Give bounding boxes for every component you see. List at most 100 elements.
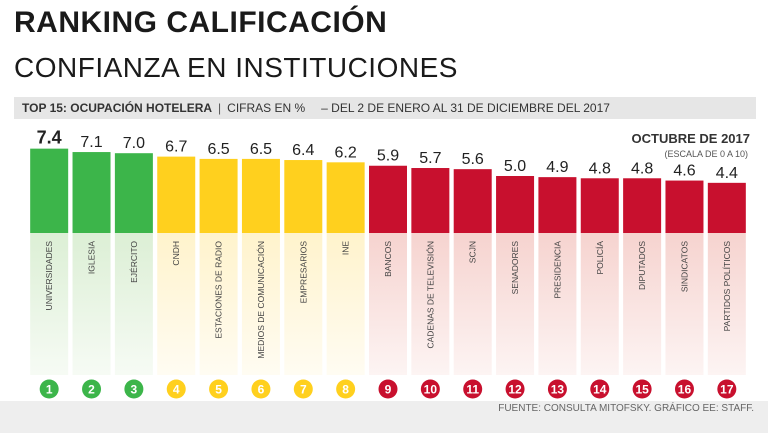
category-label-1: UNIVERSIDADES xyxy=(44,241,54,311)
rank-label-12: 12 xyxy=(508,383,522,397)
category-label-11: SCJN xyxy=(468,241,478,263)
category-column-8 xyxy=(326,233,365,375)
rank-badge-14 xyxy=(590,379,610,399)
category-label-7: EMPRESARIOS xyxy=(298,241,308,304)
value-label-6: 6.5 xyxy=(250,141,272,158)
rank-badge-13 xyxy=(547,379,567,399)
value-label-14: 4.8 xyxy=(589,160,611,177)
value-label-15: 4.8 xyxy=(631,160,653,177)
value-label-12: 5.0 xyxy=(504,158,526,175)
category-column-7 xyxy=(284,233,323,375)
value-label-13: 4.9 xyxy=(546,159,568,176)
rank-label-8: 8 xyxy=(342,383,349,397)
subheader-separator: | xyxy=(218,101,222,115)
rank-badge-7 xyxy=(293,379,313,399)
source-note: FUENTE: CONSULTA MITOFSKY. GRÁFICO EE: S… xyxy=(498,403,754,414)
bar-13 xyxy=(538,177,577,233)
subheader-units: CIFRAS EN % xyxy=(227,101,306,115)
category-column-5 xyxy=(199,233,238,375)
category-column-13 xyxy=(538,233,577,375)
bar-3 xyxy=(114,153,153,233)
category-label-9: BANCOS xyxy=(383,241,393,277)
rank-label-14: 14 xyxy=(593,383,607,397)
category-label-12: SENADORES xyxy=(510,241,520,295)
category-column-11 xyxy=(453,233,492,375)
category-column-15 xyxy=(623,233,662,375)
category-label-13: PRESIDENCIA xyxy=(552,241,562,299)
value-label-11: 5.6 xyxy=(462,151,484,168)
category-label-5: ESTACIONES DE RADIO xyxy=(214,241,224,339)
bar-5 xyxy=(199,158,238,233)
value-label-2: 7.1 xyxy=(80,134,102,151)
rank-badge-2 xyxy=(82,379,102,399)
rank-label-16: 16 xyxy=(678,383,692,397)
subheader-top-label: TOP 15: OCUPACIÓN HOTELERA xyxy=(22,101,213,115)
subheader-period: – DEL 2 DE ENERO AL 31 DE DICIEMBRE DEL … xyxy=(321,101,610,115)
category-label-17: PARTIDOS POLÍTICOS xyxy=(722,241,732,332)
rank-badge-10 xyxy=(420,379,440,399)
category-label-15: DIPUTADOS xyxy=(637,241,647,290)
legend-period-title: OCTUBRE DE 2017 xyxy=(631,131,750,146)
value-label-3: 7.0 xyxy=(123,135,145,152)
bar-6 xyxy=(241,158,280,233)
value-label-1: 7.4 xyxy=(37,128,62,148)
category-column-1 xyxy=(30,233,69,375)
bar-8 xyxy=(326,162,365,233)
category-label-14: POLICÍA xyxy=(595,241,605,275)
bar-7 xyxy=(284,160,323,233)
rank-badge-9 xyxy=(378,379,398,399)
rank-badge-17 xyxy=(717,379,737,399)
category-column-9 xyxy=(369,233,407,375)
bar-16 xyxy=(665,180,704,233)
rank-badge-16 xyxy=(674,379,694,399)
category-column-16 xyxy=(665,233,704,375)
category-label-8: INE xyxy=(341,241,351,256)
category-column-6 xyxy=(241,233,280,375)
value-label-4: 6.7 xyxy=(165,139,187,156)
category-column-3 xyxy=(114,233,153,375)
category-column-17 xyxy=(707,233,746,375)
value-label-7: 6.4 xyxy=(292,142,314,159)
page-subtitle: CONFIANZA EN INSTITUCIONES xyxy=(14,52,458,83)
rank-label-4: 4 xyxy=(173,383,180,397)
category-label-10: CADENAS DE TELEVISIÓN xyxy=(425,241,435,349)
category-column-10 xyxy=(411,233,450,375)
rank-label-1: 1 xyxy=(46,383,53,397)
value-label-17: 4.4 xyxy=(716,165,738,182)
rank-label-13: 13 xyxy=(551,383,565,397)
rank-label-9: 9 xyxy=(385,383,392,397)
value-label-16: 4.6 xyxy=(673,163,695,180)
category-column-14 xyxy=(580,233,619,375)
page-title: RANKING CALIFICACIÓN xyxy=(14,6,388,39)
bar-2 xyxy=(72,152,111,233)
bar-10 xyxy=(411,168,450,233)
category-label-3: EJÉRCITO xyxy=(129,241,139,283)
bar-15 xyxy=(623,178,662,233)
category-label-6: MEDIOS DE COMUNICACIÓN xyxy=(256,241,266,359)
value-label-5: 6.5 xyxy=(207,141,229,158)
rank-badge-3 xyxy=(124,379,144,399)
bar-14 xyxy=(580,178,619,233)
bar-1 xyxy=(30,148,69,233)
legend-scale-note: (ESCALA DE 0 A 10) xyxy=(664,149,748,159)
bar-4 xyxy=(157,156,196,233)
rank-label-6: 6 xyxy=(258,383,265,397)
rank-label-11: 11 xyxy=(466,383,479,397)
rank-badge-1 xyxy=(39,379,59,399)
subheader-bar: TOP 15: OCUPACIÓN HOTELERA | CIFRAS EN %… xyxy=(14,97,756,119)
value-label-10: 5.7 xyxy=(419,150,441,167)
rank-label-2: 2 xyxy=(88,383,95,397)
rank-label-3: 3 xyxy=(131,383,138,397)
bar-9 xyxy=(369,165,407,233)
category-column-12 xyxy=(496,233,535,375)
rank-label-17: 17 xyxy=(720,383,734,397)
rank-badge-11 xyxy=(463,379,483,399)
bar-12 xyxy=(496,176,535,233)
rank-badge-6 xyxy=(251,379,271,399)
rank-label-15: 15 xyxy=(635,383,649,397)
rank-label-5: 5 xyxy=(215,383,222,397)
rank-badge-4 xyxy=(166,379,186,399)
category-column-4 xyxy=(157,233,196,375)
value-label-9: 5.9 xyxy=(377,148,399,165)
